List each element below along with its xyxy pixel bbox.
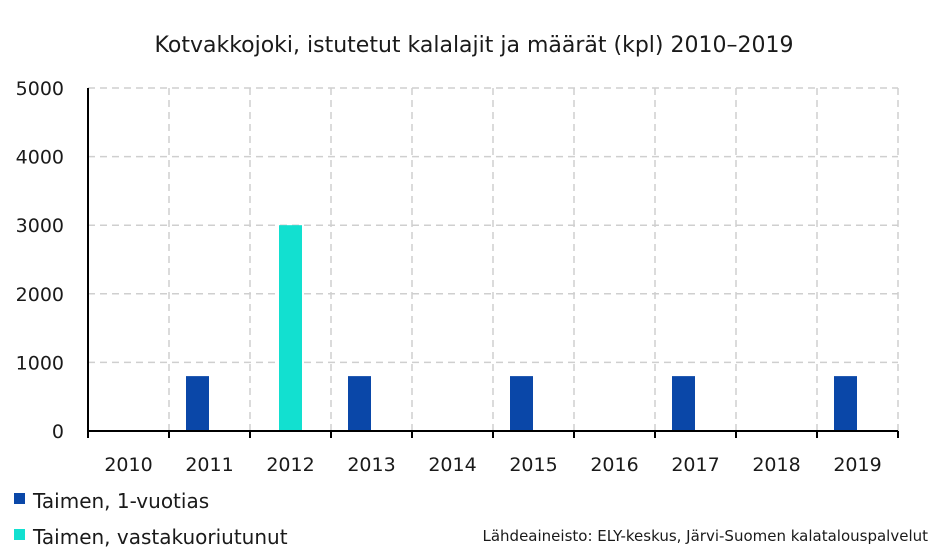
x-tick-label: 2011 [185,454,233,476]
y-tick-label: 5000 [16,78,64,100]
legend: Taimen, 1-vuotias Taimen, vastakuoriutunu… [14,489,288,549]
source-note: Lähdeaineisto: ELY-keskus, Järvi-Suomen … [483,527,929,545]
x-tick-label: 2018 [752,454,800,476]
bar-2015-series-1 [510,376,533,431]
x-tick-label: 2012 [266,454,314,476]
x-tick-label: 2015 [509,454,557,476]
legend-swatch [14,529,25,540]
bar-2019-series-1 [834,376,857,431]
x-axis-ticks: 2010 2011 2012 2013 2014 2015 2016 2017 2018 2019 [104,454,881,476]
grid-lines [88,87,899,431]
legend-swatch [14,493,25,504]
bar-2013-series-1 [348,376,371,431]
y-tick-label: 3000 [16,215,64,237]
bars [186,225,857,431]
bar-2017-series-1 [672,376,695,431]
chart-title: Kotvakkojoki, istutetut kalalajit ja mää… [155,33,794,58]
x-tick-label: 2017 [671,454,719,476]
y-tick-label: 4000 [16,147,64,169]
bar-2011-series-1 [186,376,209,431]
x-tick-label: 2014 [428,454,476,476]
x-tick-label: 2013 [347,454,395,476]
bar-2012-series-2 [279,225,302,431]
legend-label: Taimen, 1-vuotias [32,489,209,513]
axes [87,88,899,438]
x-tick-label: 2019 [833,454,881,476]
y-tick-label: 1000 [16,352,64,374]
x-tick-label: 2016 [590,454,638,476]
y-axis-ticks: 0 1000 2000 3000 4000 5000 [16,78,64,443]
y-tick-label: 2000 [16,284,64,306]
x-tick-label: 2010 [104,454,152,476]
legend-label: Taimen, vastakuoriutunut [32,525,288,549]
y-tick-label: 0 [52,421,64,443]
